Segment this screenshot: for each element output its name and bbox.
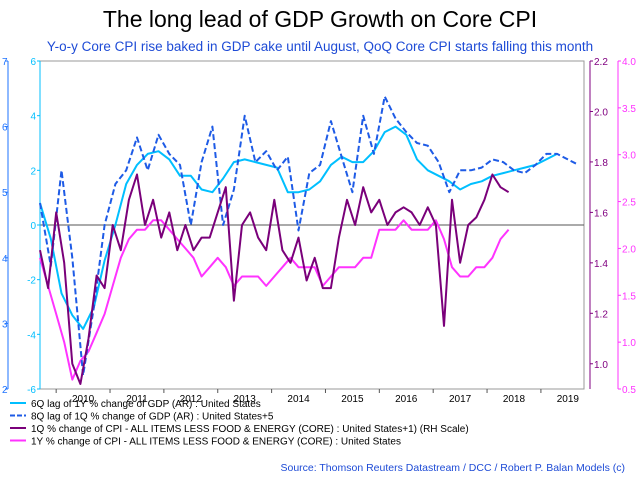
right-tick-label: 1.8 — [594, 158, 608, 169]
right-tick-label: 1.5 — [622, 291, 636, 302]
left-tick-label: 4 — [30, 112, 36, 123]
source-note: Source: Thomson Reuters Datastream / DCC… — [280, 462, 625, 474]
right-tick-label: 3.0 — [622, 151, 636, 162]
right-tick-label: 2.0 — [594, 107, 608, 118]
legend: 6Q lag of 1Y % change of GDP (AR) : Unit… — [10, 399, 469, 448]
left-tick-label: 0 — [30, 221, 36, 232]
series-line-4 — [39, 219, 510, 381]
chart-title: The long lead of GDP Growth on Core CPI — [103, 6, 537, 32]
legend-entry: 1Y % change of CPI - ALL ITEMS LESS FOOD… — [31, 437, 401, 448]
left-axes: -6 -4 -2 0 2 4 6 2 3 4 5 6 7 — [2, 57, 41, 396]
x-tick-label: 2017 — [449, 394, 472, 405]
right-tick-label: 1.0 — [594, 360, 608, 371]
left-tick-label: 4 — [2, 254, 8, 265]
right-tick-label: 2.0 — [622, 244, 636, 255]
left-tick-label: 3 — [2, 319, 8, 330]
legend-entry: 8Q lag of 1Q % change of GDP (AR) : Unit… — [31, 412, 274, 423]
legend-entry: 1Q % change of CPI - ALL ITEMS LESS FOOD… — [31, 424, 469, 435]
right-tick-label: 1.0 — [622, 338, 636, 349]
right-tick-label: 0.5 — [622, 385, 636, 396]
left-tick-label: -6 — [27, 385, 36, 396]
right-axes: 1.0 1.2 1.4 1.6 1.8 2.0 2.2 0.5 1.0 1.5 2.0 2.5 3.0 3… — [589, 57, 636, 396]
legend-entry: 6Q lag of 1Y % change of GDP (AR) : Unit… — [31, 399, 261, 410]
left-tick-label: -4 — [27, 330, 36, 341]
x-axis: 2010 2011 2012 2013 2014 2015 2016 2017 2018 2019 — [55, 389, 580, 405]
right-tick-label: 4.0 — [622, 57, 636, 68]
series-line-2 — [39, 95, 580, 377]
chart-subtitle: Y-o-y Core CPI rise baked in GDP cake un… — [47, 39, 593, 54]
x-tick-label: 2013 — [234, 394, 257, 405]
x-tick-label: 2016 — [395, 394, 418, 405]
x-tick-label: 2012 — [180, 394, 203, 405]
left-tick-label: 6 — [30, 57, 36, 68]
x-tick-label: 2011 — [126, 394, 148, 405]
right-tick-label: 1.6 — [594, 208, 608, 219]
right-tick-label: 2.5 — [622, 198, 636, 209]
plot-area — [39, 60, 585, 390]
series-layer — [39, 95, 580, 385]
left-tick-label: -2 — [27, 276, 36, 287]
left-tick-label: 7 — [2, 57, 8, 68]
x-tick-label: 2015 — [341, 394, 364, 405]
right-tick-label: 2.2 — [594, 57, 608, 68]
left-tick-label: 2 — [30, 166, 36, 177]
left-tick-label: 2 — [2, 385, 8, 396]
x-tick-label: 2010 — [72, 394, 95, 405]
series-line-1 — [39, 125, 558, 330]
x-tick-label: 2019 — [557, 394, 580, 405]
series-line-3 — [39, 173, 510, 385]
right-tick-label: 3.5 — [622, 104, 636, 115]
x-tick-label: 2018 — [503, 394, 526, 405]
left-tick-label: 6 — [2, 123, 8, 134]
x-tick-label: 2014 — [287, 394, 310, 405]
right-tick-label: 1.4 — [594, 259, 608, 270]
left-tick-label: 5 — [2, 188, 8, 199]
right-tick-label: 1.2 — [594, 309, 608, 320]
